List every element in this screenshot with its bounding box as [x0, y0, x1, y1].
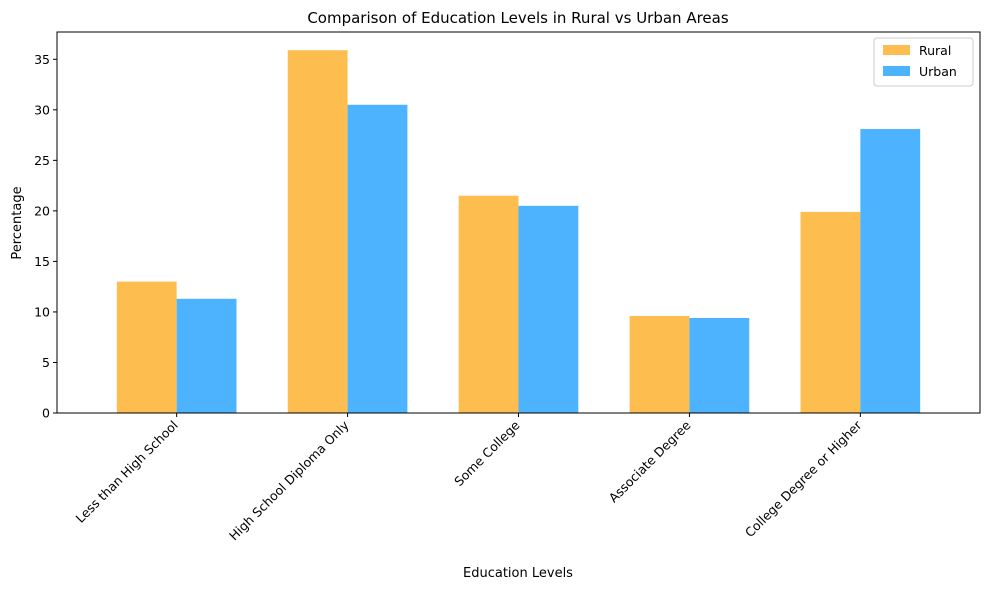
y-tick-label: 5: [42, 355, 50, 370]
x-tick-label: Associate Degree: [606, 417, 694, 505]
x-tick-label: High School Diploma Only: [226, 417, 352, 543]
legend-swatch-rural: [883, 45, 910, 55]
bar-rural-2: [458, 195, 519, 413]
y-axis-ticks: 0 5 10 15 20 25 30 35: [34, 52, 57, 421]
bar-rural-4: [800, 211, 861, 413]
x-tick-label: Less than High School: [73, 418, 181, 526]
bar-urban-2: [518, 205, 579, 413]
y-tick-label: 0: [42, 406, 50, 421]
bar-rural-3: [629, 315, 690, 413]
y-tick-label: 35: [34, 52, 50, 67]
legend-swatch-urban: [883, 66, 910, 76]
bar-rural-0: [116, 281, 177, 413]
x-axis-title: Education Levels: [463, 566, 573, 581]
y-axis-title: Percentage: [10, 186, 25, 259]
y-tick-label: 10: [34, 304, 50, 319]
x-tick-label: College Degree or Higher: [742, 417, 865, 540]
x-axis-ticks: Less than High School High School Diploma…: [73, 413, 865, 543]
bar-rural-1: [287, 50, 348, 414]
bar-urban-3: [689, 318, 750, 413]
plot-frame: [56, 31, 981, 414]
legend-label-rural: Rural: [919, 43, 951, 58]
chart-title: Comparison of Education Levels in Rural …: [307, 9, 729, 27]
bars-layer: [116, 50, 921, 414]
bar-urban-0: [176, 298, 237, 413]
bar-urban-4: [860, 129, 921, 414]
y-tick-label: 15: [34, 254, 50, 269]
x-tick-label: Some College: [451, 417, 523, 489]
y-tick-label: 20: [34, 203, 50, 218]
legend: Rural Urban: [873, 37, 974, 87]
legend-label-urban: Urban: [919, 64, 957, 79]
y-tick-label: 30: [34, 102, 50, 117]
bar-urban-1: [347, 104, 408, 414]
y-tick-label: 25: [34, 153, 50, 168]
